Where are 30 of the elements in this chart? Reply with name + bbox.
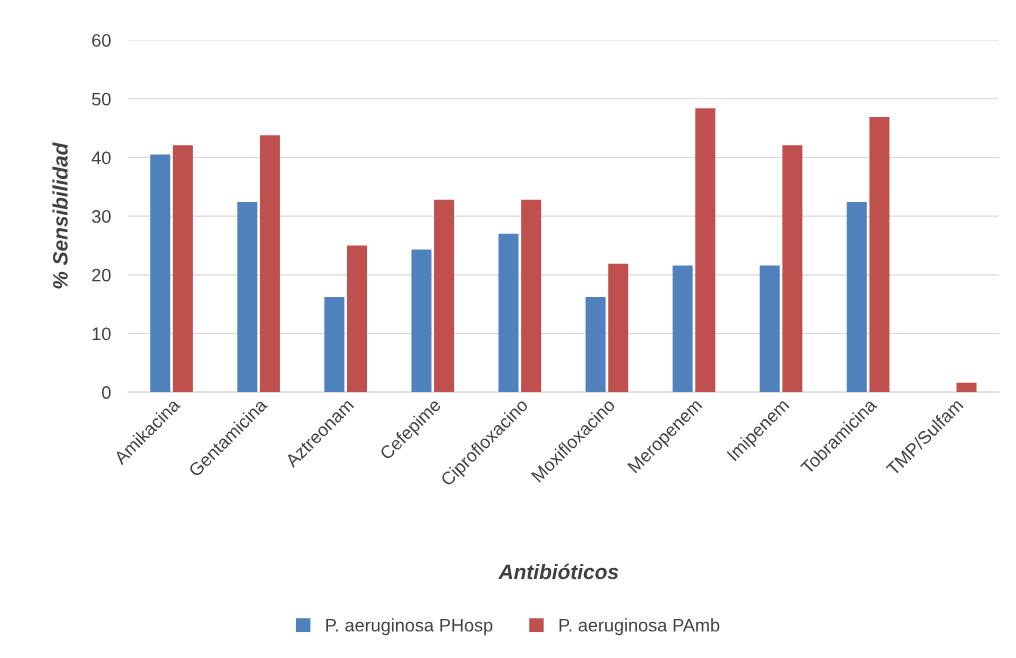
bar xyxy=(956,382,977,393)
y-axis-title: % Sensibilidad xyxy=(52,142,68,289)
y-tick-label: 0 xyxy=(102,386,111,399)
bar xyxy=(585,297,606,393)
bar xyxy=(846,202,867,393)
bar xyxy=(498,233,519,393)
legend-label: P. aeruginosa PAmb xyxy=(559,618,720,636)
bar xyxy=(434,199,455,393)
bar xyxy=(695,108,716,393)
y-tick-label: 20 xyxy=(92,268,111,282)
bar xyxy=(782,145,803,393)
bar xyxy=(347,245,368,393)
y-tick-label: 30 xyxy=(91,210,111,223)
bar xyxy=(237,202,258,393)
bar xyxy=(172,145,193,393)
bar xyxy=(411,249,432,393)
x-axis-title: Antibióticos xyxy=(498,563,619,580)
bar xyxy=(869,117,890,393)
legend-label: P. aeruginosa PHosp xyxy=(326,618,493,636)
bar xyxy=(608,263,629,393)
bar xyxy=(324,297,345,393)
bar xyxy=(521,199,542,393)
y-tick-label: 50 xyxy=(91,92,111,106)
bar xyxy=(259,135,280,393)
bar xyxy=(150,154,171,393)
bar xyxy=(672,265,693,393)
y-tick-label: 40 xyxy=(91,151,111,165)
y-tick-label: 60 xyxy=(92,34,111,47)
y-tick-label: 10 xyxy=(92,327,111,341)
bar xyxy=(759,265,780,393)
